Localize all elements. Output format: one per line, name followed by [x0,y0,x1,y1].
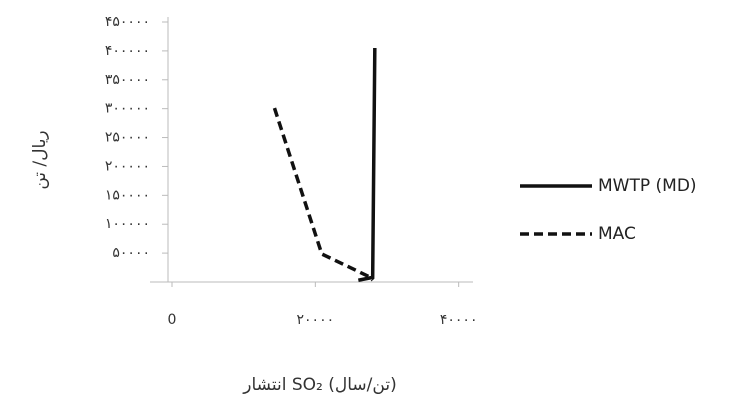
y-tick-label: ۲۵۰۰۰۰ [105,130,150,146]
y-tick-label: ۱۰۰۰۰۰ [105,216,150,232]
legend: MWTP (MD) MAC [520,176,697,244]
y-tick-label: ۱۵۰۰۰۰ [105,187,150,203]
y-tick-label: ۴۵۰۰۰۰ [105,14,150,30]
legend-label: MAC [598,224,636,244]
y-tick-label: ۳۵۰۰۰۰ [105,72,150,88]
series-line [357,47,377,282]
y-tick-label: ۳۰۰۰۰۰ [105,101,150,117]
y-tick-label: ۵۰۰۰۰ [112,245,150,261]
y-tick-label: ۴۰۰۰۰۰ [105,43,150,59]
x-axis-title: انتشار SO₂ (تن/سال) [242,375,396,395]
x-tick-label: ۲۰۰۰۰ [297,312,335,328]
x-tick-label: 0 [168,312,177,328]
y-axis-title: ریال/ تن [30,130,50,189]
x-tick-label: ۴۰۰۰۰ [440,312,478,328]
series-line [272,107,374,282]
y-tick-label: ۲۰۰۰۰۰ [105,158,150,174]
legend-label: MWTP (MD) [598,176,697,196]
